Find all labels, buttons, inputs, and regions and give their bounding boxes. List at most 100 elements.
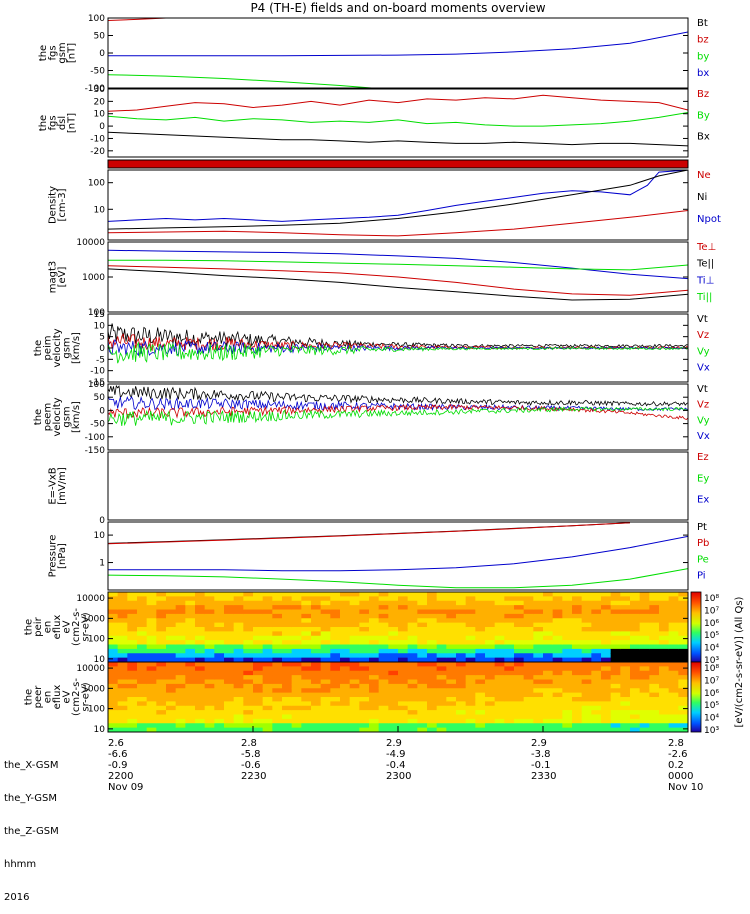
spectrogram-cell: [446, 692, 457, 698]
spectrogram-cell: [639, 683, 650, 689]
spectrogram-cell: [504, 718, 515, 724]
series-line-red: [108, 265, 688, 296]
spectrogram-cell: [572, 592, 583, 597]
spectrogram-cell: [330, 679, 341, 685]
y-axis-label: en: [43, 691, 54, 704]
spectrogram-cell: [330, 718, 341, 724]
spectrogram-cell: [146, 718, 157, 724]
spectrogram-cell: [523, 718, 534, 724]
colorbar-tick-label: 10³: [704, 656, 719, 666]
spectrogram-cell: [388, 670, 399, 676]
spectrogram-cell: [475, 648, 486, 654]
spectrogram-cell: [291, 622, 302, 628]
spectrogram-cell: [630, 596, 641, 602]
spectrogram-cell: [562, 675, 573, 681]
spectrogram-cell: [562, 613, 573, 619]
spectrogram-cell: [117, 622, 128, 628]
series-line-red: [108, 18, 177, 21]
y-axis-label: fgs: [47, 115, 58, 130]
spectrogram-cell: [417, 648, 428, 654]
spectrogram-cell: [146, 670, 157, 676]
spectrogram-cell: [581, 653, 592, 659]
spectrogram-cell: [601, 662, 612, 667]
spectrogram-cell: [330, 653, 341, 659]
spectrogram-cell: [668, 718, 679, 724]
spectrogram-cell: [562, 600, 573, 606]
spectrogram-cell: [311, 635, 322, 641]
spectrogram-cell: [407, 640, 418, 646]
spectrogram-cell: [436, 631, 447, 637]
spectrogram-cell: [301, 727, 312, 732]
spectrogram-cell: [610, 723, 621, 729]
spectrogram-cell: [117, 635, 128, 641]
spectrogram-cell: [581, 688, 592, 694]
spectrogram-cell: [398, 692, 409, 698]
spectrogram-cell: [678, 714, 688, 720]
spectrogram-cell: [591, 710, 602, 716]
xaxis-row-label: the_X-GSM: [4, 760, 59, 771]
spectrogram-cell: [359, 596, 370, 602]
spectrogram-cell: [494, 644, 505, 650]
spectrogram-cell: [591, 613, 602, 619]
spectrogram-cell: [659, 648, 670, 654]
spectrogram-cell: [465, 705, 476, 711]
x-tick-label: 2200: [108, 771, 134, 782]
spectrogram-cell: [340, 605, 351, 611]
spectrogram-cell: [485, 644, 496, 650]
spectrogram-cell: [224, 600, 235, 606]
y-tick-label: 1: [99, 559, 105, 569]
spectrogram-cell: [204, 727, 215, 732]
spectrogram-cell: [243, 613, 254, 619]
y-tick-label: 100: [88, 380, 105, 390]
spectrogram-cell: [175, 662, 186, 667]
spectrogram-cell: [407, 653, 418, 659]
x-tick-label: 0000: [668, 771, 694, 782]
spectrogram-cell: [185, 657, 196, 662]
spectrogram-cell: [214, 705, 225, 711]
spectrogram-cell: [533, 592, 544, 597]
spectrogram-cell: [291, 600, 302, 606]
spectrogram-cell: [552, 631, 563, 637]
spectrogram-cell: [166, 683, 177, 689]
spectrogram-cell: [214, 635, 225, 641]
spectrogram-cell: [359, 592, 370, 597]
spectrogram-cell: [272, 631, 283, 637]
spectrogram-cell: [311, 648, 322, 654]
spectrogram-cell: [175, 710, 186, 716]
spectrogram-cell: [175, 640, 186, 646]
spectrogram-cell: [108, 618, 119, 624]
spectrogram-cell: [330, 710, 341, 716]
spectrogram-cell: [291, 688, 302, 694]
spectrogram-cell: [475, 697, 486, 702]
spectrogram-cell: [465, 670, 476, 676]
y-tick-label: -100: [85, 433, 106, 443]
spectrogram-cell: [668, 679, 679, 685]
spectrogram-cell: [320, 697, 331, 702]
spectrogram-cell: [649, 718, 660, 724]
spectrogram-cell: [630, 640, 641, 646]
spectrogram-cell: [543, 613, 554, 619]
spectrogram-cell: [581, 662, 592, 667]
spectrogram-cell: [137, 609, 148, 615]
spectrogram-cell: [504, 710, 515, 716]
spectrogram-cell: [388, 640, 399, 646]
spectrogram-cell: [156, 657, 167, 662]
spectrogram-cell: [572, 710, 583, 716]
spectrogram-cell: [436, 622, 447, 628]
spectrogram-cell: [533, 692, 544, 698]
spectrogram-cell: [620, 718, 631, 724]
spectrogram-cell: [137, 644, 148, 650]
spectrogram-cell: [572, 605, 583, 611]
spectrogram-cell: [514, 697, 525, 702]
spectrogram-cell: [311, 618, 322, 624]
spectrogram-cell: [494, 714, 505, 720]
spectrogram-cell: [291, 683, 302, 689]
spectrogram-cell: [475, 627, 486, 632]
spectrogram-cell: [494, 653, 505, 659]
spectrogram-cell: [659, 723, 670, 729]
spectrogram-cell: [639, 675, 650, 681]
spectrogram-cell: [349, 723, 360, 729]
y-axis-label: eV: [62, 690, 73, 703]
spectrogram-cell: [204, 710, 215, 716]
spectrogram-cell: [117, 697, 128, 702]
